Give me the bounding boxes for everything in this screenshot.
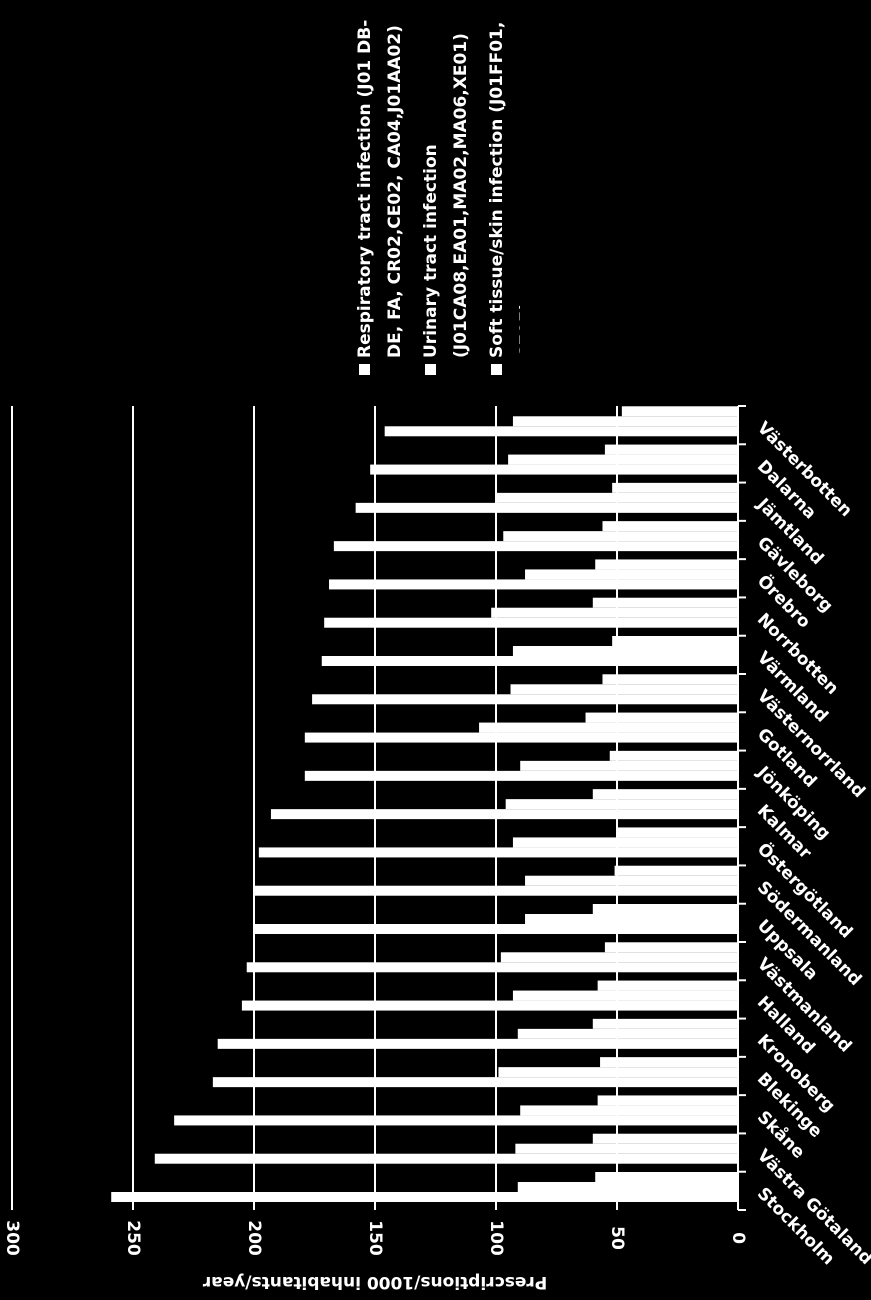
legend-item: Soft tissue/skin infection (J01FF01, CF0… bbox=[482, 5, 520, 375]
bar bbox=[520, 1105, 739, 1116]
bar bbox=[592, 789, 738, 800]
bar bbox=[520, 760, 739, 771]
bar bbox=[621, 406, 739, 417]
bar bbox=[512, 990, 738, 1001]
bar bbox=[609, 750, 738, 761]
bar bbox=[496, 492, 738, 503]
bar bbox=[254, 924, 738, 934]
y-tick-label: 300 bbox=[2, 1220, 22, 1256]
bar bbox=[384, 426, 738, 437]
bar bbox=[479, 722, 738, 733]
bar bbox=[512, 416, 738, 427]
bar bbox=[254, 885, 738, 896]
bar bbox=[329, 579, 738, 590]
bar bbox=[212, 1077, 739, 1088]
bar bbox=[592, 1018, 738, 1029]
bar bbox=[508, 454, 738, 465]
bar bbox=[592, 597, 738, 608]
bar bbox=[525, 875, 738, 886]
legend-swatch bbox=[491, 364, 502, 375]
bar bbox=[597, 980, 739, 991]
y-tick-label: 50 bbox=[607, 1226, 627, 1250]
y-tick-label: 0 bbox=[728, 1232, 748, 1244]
bar bbox=[505, 799, 738, 810]
bar bbox=[498, 1067, 739, 1078]
bar bbox=[517, 1182, 739, 1192]
bar bbox=[321, 656, 738, 666]
bar bbox=[612, 482, 738, 493]
bar bbox=[602, 521, 738, 532]
bar bbox=[333, 541, 738, 552]
bar bbox=[500, 952, 738, 963]
bar bbox=[217, 1038, 738, 1049]
bar bbox=[304, 732, 738, 743]
legend-item: Respiratory tract infection (J01 DB-DE, … bbox=[350, 5, 410, 375]
bar bbox=[512, 837, 738, 848]
bar bbox=[324, 617, 738, 628]
bar bbox=[604, 444, 739, 455]
bar bbox=[597, 1095, 739, 1106]
bar bbox=[595, 559, 738, 570]
bar bbox=[585, 712, 738, 723]
y-tick-label: 200 bbox=[244, 1220, 264, 1256]
bar bbox=[304, 770, 738, 781]
bar bbox=[370, 464, 738, 475]
legend-box: Respiratory tract infection (J01 DB-DE, … bbox=[350, 5, 520, 375]
bar bbox=[614, 865, 739, 876]
bar bbox=[258, 847, 738, 858]
legend-swatch bbox=[425, 364, 436, 375]
bar bbox=[491, 607, 738, 618]
bar bbox=[592, 1133, 738, 1144]
legend: Respiratory tract infection (J01 DB-DE, … bbox=[350, 5, 520, 375]
bar bbox=[512, 646, 738, 656]
bar bbox=[174, 1115, 738, 1126]
bar bbox=[355, 502, 738, 513]
bar bbox=[600, 1057, 738, 1068]
bar bbox=[312, 694, 738, 705]
bar bbox=[604, 942, 739, 953]
bar bbox=[595, 1172, 738, 1182]
y-tick-label: 250 bbox=[123, 1220, 143, 1256]
bar bbox=[154, 1153, 738, 1164]
bar bbox=[617, 827, 738, 838]
legend-item: Urinary tract infection (J01CA08,EA01,MA… bbox=[416, 5, 476, 375]
bar bbox=[517, 1028, 739, 1039]
bar bbox=[515, 1143, 738, 1154]
bar bbox=[111, 1192, 739, 1202]
bar bbox=[503, 531, 739, 542]
bar bbox=[602, 674, 738, 685]
legend-label: Soft tissue/skin infection (J01FF01, CF0… bbox=[487, 21, 520, 358]
bar bbox=[612, 636, 738, 646]
y-tick-label: 100 bbox=[486, 1220, 506, 1256]
bar bbox=[510, 684, 738, 695]
y-axis-title: Prescriptions/1000 inhabitants/year bbox=[202, 1272, 547, 1292]
bar bbox=[241, 1000, 738, 1011]
legend-label: Respiratory tract infection (J01 DB-DE, … bbox=[355, 19, 405, 358]
bar bbox=[246, 962, 739, 973]
legend-swatch bbox=[359, 364, 370, 375]
bar bbox=[525, 569, 738, 580]
legend-label: Urinary tract infection (J01CA08,EA01,MA… bbox=[421, 33, 471, 358]
bar bbox=[525, 914, 738, 924]
y-tick-label: 150 bbox=[365, 1220, 385, 1256]
bar bbox=[592, 904, 738, 914]
bar bbox=[270, 809, 738, 820]
